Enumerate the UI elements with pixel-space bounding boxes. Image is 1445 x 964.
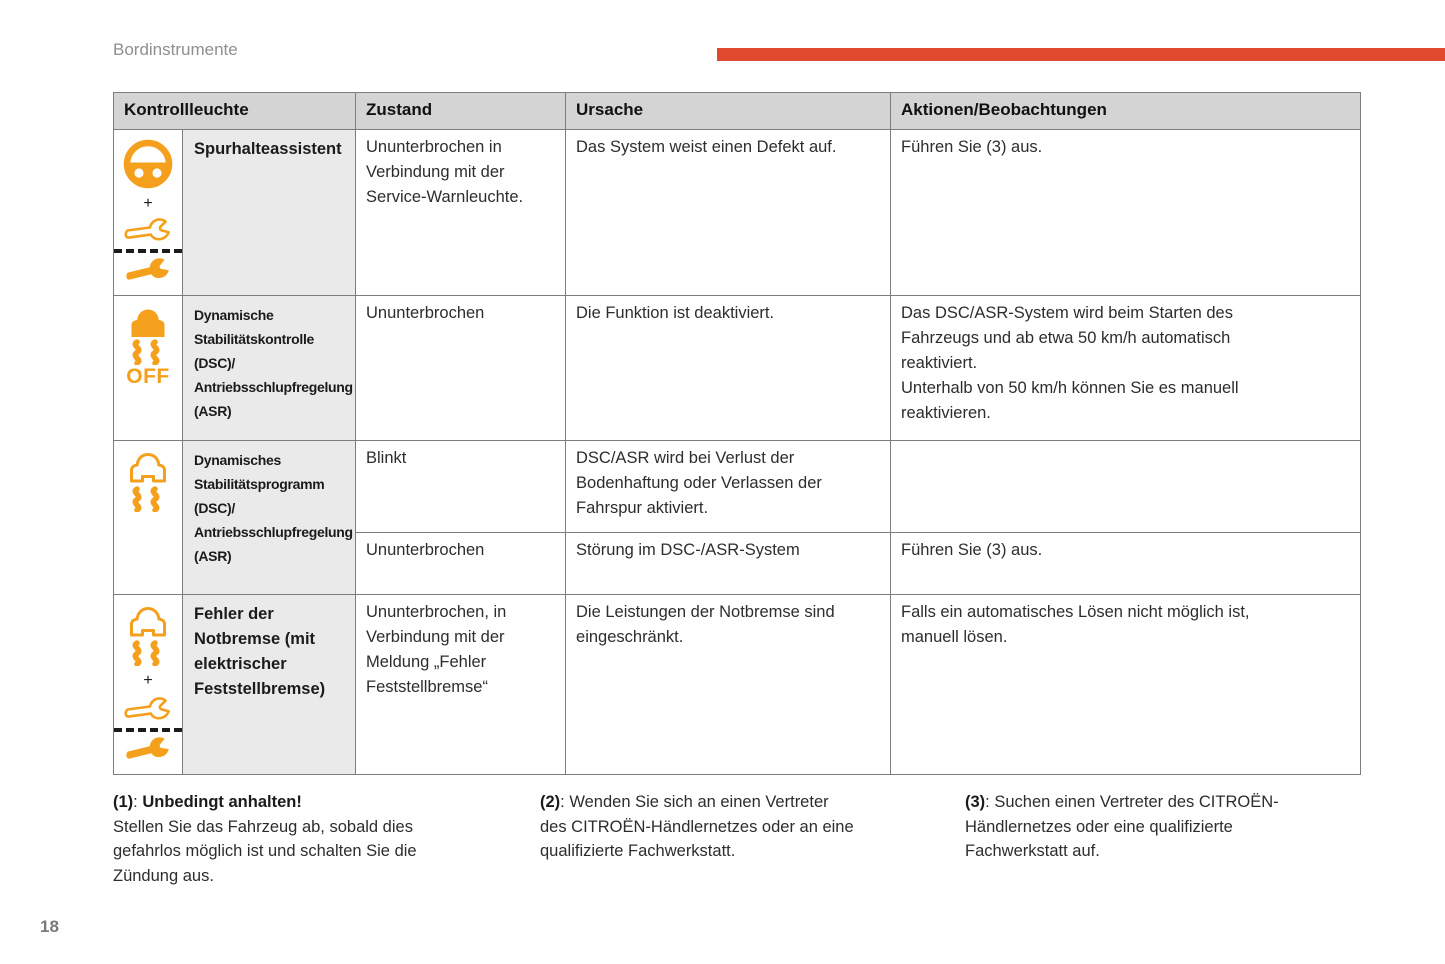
- footnote-3: (3): Suchen einen Vertreter des CITROËN-…: [965, 790, 1360, 888]
- page-number: 18: [40, 917, 59, 936]
- page-title: Bordinstrumente: [113, 40, 238, 59]
- table-row: OFF Dynamische Stabilitätskontrolle (DSC…: [113, 295, 1362, 441]
- cell-label: Dynamische Stabilitätskontrolle (DSC)/ A…: [181, 295, 357, 441]
- cell-aktionen: Führen Sie (3) aus.: [890, 532, 1362, 595]
- footnote-bold: Unbedingt anhalten!: [142, 793, 302, 811]
- cell-zustand: Ununterbrochen, in Verbindung mit der Me…: [355, 594, 567, 775]
- esp-off-car-icon: [131, 309, 165, 365]
- steering-wheel-icon: [123, 139, 173, 189]
- cell-zustand: Blinkt: [355, 440, 567, 533]
- footnote-sep: :: [560, 793, 570, 811]
- cell-icons: +: [113, 129, 183, 296]
- wrench-solid-icon: [126, 258, 169, 280]
- wrench-outline-icon: [124, 218, 170, 241]
- off-text: OFF: [126, 365, 170, 388]
- cell-label: Dynamisches Stabilitätsprogramm (DSC)/ A…: [181, 440, 357, 595]
- cell-aktionen: Das DSC/ASR-System wird beim Starten des…: [890, 295, 1362, 441]
- cell-aktionen: Führen Sie (3) aus.: [890, 129, 1362, 296]
- dashed-separator: [114, 728, 182, 732]
- footnotes: (1): Unbedingt anhalten! Stellen Sie das…: [113, 790, 1360, 888]
- cell-icons: OFF: [113, 295, 183, 441]
- cell-aktionen: [890, 440, 1362, 533]
- accent-bar: [717, 48, 1445, 61]
- cell-icons: +: [113, 594, 183, 775]
- wrench-outline-icon: [124, 697, 170, 720]
- cell-icons: [113, 440, 183, 595]
- cell-zustand: Ununterbrochen in Verbindung mit der Ser…: [355, 129, 567, 296]
- esp-car-outline-icon: [130, 453, 166, 512]
- plus-sign: +: [143, 672, 153, 689]
- table-header-row: Kontrollleuchte Zustand Ursache Aktionen…: [112, 92, 1362, 130]
- cell-ursache: Die Funktion ist deaktiviert.: [565, 295, 892, 441]
- footnote-sep: :: [133, 793, 143, 811]
- warning-lights-table: Kontrollleuchte Zustand Ursache Aktionen…: [112, 92, 1362, 775]
- cell-ursache: Die Leistungen der Notbremse sind einges…: [565, 594, 892, 775]
- header-zustand: Zustand: [355, 92, 567, 130]
- cell-ursache: DSC/ASR wird bei Verlust der Bodenhaftun…: [565, 440, 892, 533]
- plus-sign: +: [143, 195, 153, 212]
- header-kontrollleuchte: Kontrollleuchte: [112, 92, 357, 130]
- wrench-solid-icon: [126, 737, 169, 759]
- cell-zustand: Ununterbrochen: [355, 295, 567, 441]
- cell-ursache: Störung im DSC-/ASR-System: [565, 532, 892, 595]
- cell-label: Fehler der Notbremse (mit elektrischer F…: [181, 594, 357, 775]
- table-row: + Fehler der Notbremse (mit elektrischer…: [113, 594, 1362, 775]
- footnote-2: (2): Wenden Sie sich an einen Vertreter …: [540, 790, 965, 888]
- footnote-1: (1): Unbedingt anhalten! Stellen Sie das…: [113, 790, 540, 888]
- footnote-sep: :: [985, 793, 995, 811]
- footnote-ref: (2): [540, 793, 561, 811]
- footnote-body: Suchen einen Vertreter des CITROËN- Händ…: [965, 793, 1279, 860]
- footnote-body: Stellen Sie das Fahrzeug ab, sobald dies…: [113, 817, 417, 885]
- footnote-ref: (1): [113, 793, 134, 811]
- table-row: Dynamisches Stabilitätsprogramm (DSC)/ A…: [113, 440, 1362, 595]
- footnote-body: Wenden Sie sich an einen Vertreter des C…: [540, 793, 854, 860]
- header-ursache: Ursache: [565, 92, 892, 130]
- table-row: + Spurhalteassistent Ununterbrochen in V…: [113, 129, 1362, 296]
- cell-aktionen: Falls ein automatisches Lösen nicht mögl…: [890, 594, 1362, 775]
- cell-zustand: Ununterbrochen: [355, 532, 567, 595]
- header-aktionen: Aktionen/Beobachtungen: [890, 92, 1362, 130]
- cell-label: Spurhalteassistent: [181, 129, 357, 296]
- cell-ursache: Das System weist einen Defekt auf.: [565, 129, 892, 296]
- footnote-ref: (3): [965, 793, 986, 811]
- dashed-separator: [114, 249, 182, 253]
- esp-car-outline-icon: [130, 607, 166, 666]
